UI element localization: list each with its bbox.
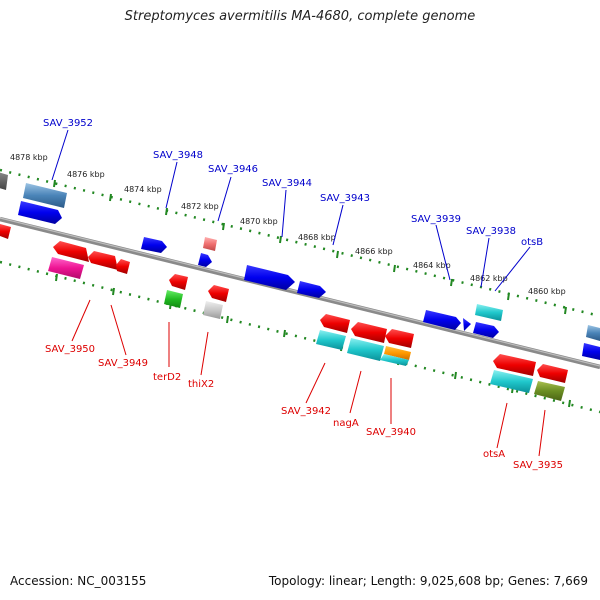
gene-label-sav3942[interactable]: SAV_3942	[281, 406, 331, 417]
leader-line	[281, 189, 287, 238]
ruler-major-ticks	[53, 179, 571, 408]
gene-label-otsb[interactable]: otsB	[521, 237, 543, 248]
ruler-label-4864: 4864 kbp	[413, 261, 451, 270]
gene-feature-sav3939[interactable]	[423, 310, 461, 330]
gene-feature-sav3942[interactable]	[316, 330, 346, 350]
leader-line	[332, 204, 344, 246]
gene-label-sav3935[interactable]: SAV_3935	[513, 460, 563, 471]
gene-label-sav3948[interactable]: SAV_3948	[153, 150, 203, 161]
leader-line	[71, 299, 91, 342]
gene-label-sav3946[interactable]: SAV_3946	[208, 164, 258, 175]
ruler-label-4862: 4862 kbp	[470, 274, 508, 283]
gene-feature-steel-1[interactable]	[23, 183, 67, 208]
upper-ruler-dots	[0, 168, 600, 318]
gene-label-naga[interactable]: nagA	[333, 418, 359, 429]
gene-feature-steel-2[interactable]	[586, 325, 600, 341]
gene-feature-otsa-red[interactable]	[493, 354, 536, 376]
gene-label-sav3952[interactable]: SAV_3952	[43, 118, 93, 129]
gene-feature-otsa[interactable]	[490, 370, 533, 393]
gene-feature-blue-edge[interactable]	[582, 343, 600, 360]
gene-feature-red-edge[interactable]	[0, 224, 11, 239]
genome-summary: Topology: linear; Length: 9,025,608 bp; …	[268, 574, 588, 588]
gene-feature-sav3949[interactable]	[88, 251, 118, 270]
gene-label-terd2[interactable]: terD2	[153, 372, 181, 383]
leader-line	[538, 409, 546, 457]
leader-line	[110, 304, 127, 356]
gene-label-thix2[interactable]: thiX2	[188, 379, 214, 390]
ruler-label-4878: 4878 kbp	[10, 153, 48, 162]
gene-feature-red-small-2[interactable]	[537, 364, 568, 383]
gene-feature-sav3943[interactable]	[297, 281, 326, 298]
leader-line	[494, 246, 531, 292]
gene-feature-otsb[interactable]	[473, 322, 499, 338]
gene-label-otsa[interactable]: otsA	[483, 449, 505, 460]
plus-strand-features	[0, 172, 600, 360]
plus-strand-labels: SAV_3952 SAV_3948 SAV_3946 SAV_3944 SAV_…	[43, 118, 543, 292]
gene-feature-sav3952[interactable]	[18, 201, 62, 224]
gene-label-sav3944[interactable]: SAV_3944	[262, 178, 312, 189]
gene-feature-sav3942-red[interactable]	[320, 314, 350, 333]
gene-feature-sav3948[interactable]	[141, 237, 167, 253]
leader-line	[435, 224, 451, 281]
gene-feature-terd2-red[interactable]	[169, 274, 188, 290]
leader-line	[51, 129, 69, 181]
gene-feature-red-small-1[interactable]	[116, 259, 130, 274]
gene-label-sav3940[interactable]: SAV_3940	[366, 427, 416, 438]
accession-label: Accession: NC_003155	[10, 574, 147, 588]
ruler-label-4872: 4872 kbp	[181, 202, 219, 211]
gene-feature-sav3940-orange[interactable]	[384, 346, 411, 360]
gene-feature-sav3935[interactable]	[534, 381, 565, 401]
gene-feature-thix2[interactable]	[203, 301, 223, 319]
leader-line	[217, 176, 232, 222]
ruler-label-4870: 4870 kbp	[240, 217, 278, 226]
leader-line	[480, 237, 490, 288]
gene-feature-sav3950[interactable]	[48, 257, 84, 279]
gene-feature-sav3950-red[interactable]	[53, 241, 89, 262]
ruler-label-4860: 4860 kbp	[528, 287, 566, 296]
gene-feature-dark[interactable]	[0, 172, 8, 190]
leader-line	[200, 331, 209, 376]
gene-feature-salmon[interactable]	[203, 237, 217, 251]
gene-feature-sav3946[interactable]	[198, 253, 212, 267]
leader-line	[305, 362, 326, 404]
gene-feature-small-blue[interactable]	[463, 318, 471, 331]
gene-label-sav3949[interactable]: SAV_3949	[98, 358, 148, 369]
gene-feature-sav3940[interactable]	[380, 354, 409, 366]
gene-feature-naga-red[interactable]	[351, 322, 387, 343]
leader-line	[165, 161, 178, 209]
ruler-label-4876: 4876 kbp	[67, 170, 105, 179]
leader-line	[496, 402, 508, 449]
ruler-label-4874: 4874 kbp	[124, 185, 162, 194]
gene-label-sav3950[interactable]: SAV_3950	[45, 344, 95, 355]
ruler-label-4866: 4866 kbp	[355, 247, 393, 256]
minus-strand-labels: SAV_3950 SAV_3949 terD2 thiX2 SAV_3942 n…	[45, 299, 563, 471]
minus-strand-features	[48, 241, 568, 401]
genome-title: Streptomyces avermitilis MA-4680, comple…	[124, 9, 476, 24]
gene-label-sav3939[interactable]: SAV_3939	[411, 214, 461, 225]
gene-feature-sav3940-red[interactable]	[385, 329, 414, 348]
gene-feature-sav3944[interactable]	[244, 265, 295, 290]
gene-feature-terd2[interactable]	[164, 290, 183, 308]
gene-label-sav3943[interactable]: SAV_3943	[320, 193, 370, 204]
leader-line	[349, 370, 362, 414]
ruler-label-4868: 4868 kbp	[298, 233, 336, 242]
gene-feature-thix2-red[interactable]	[208, 285, 229, 302]
gene-label-sav3938[interactable]: SAV_3938	[466, 226, 516, 237]
gene-feature-naga[interactable]	[347, 338, 384, 361]
gene-feature-sav3938[interactable]	[475, 304, 503, 321]
